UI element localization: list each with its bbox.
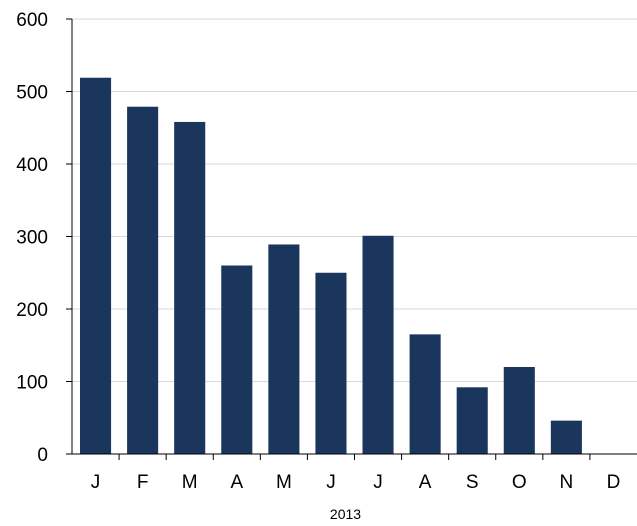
bars [80,77,582,454]
x-tick-label: J [326,472,336,493]
bar-4 [221,265,253,454]
bar-8 [409,334,441,454]
x-tick-label: M [182,472,198,493]
y-tick-label: 0 [37,445,48,466]
x-tick-label: O [512,472,527,493]
bar-6 [315,272,347,454]
x-tick-label: A [230,472,243,493]
x-tick-label: F [137,472,149,493]
bar-11 [550,420,582,454]
x-tick-label: N [560,472,574,493]
x-tick-label: J [91,472,101,493]
x-tick-label: J [373,472,383,493]
bar-5 [268,244,300,454]
y-tick-label: 400 [16,155,48,176]
x-tick-label: S [466,472,479,493]
bar-2 [127,106,159,454]
y-tick-label: 600 [16,10,48,31]
bar-1 [80,77,112,454]
y-tick-label: 500 [16,83,48,104]
bar-3 [174,121,206,454]
x-tick-label: A [419,472,432,493]
y-tick-label: 300 [16,228,48,249]
gridlines [66,18,637,460]
y-tick-label: 200 [16,300,48,321]
y-tick-label: 100 [16,373,48,394]
bar-10 [503,367,535,454]
axes [71,19,637,455]
bar-9 [456,387,488,454]
x-tick-label: D [607,472,621,493]
x-tick-label: M [276,472,292,493]
y-tick-labels: 0 100 200 300 400 500 600 [16,10,48,466]
x-axis-title: 2013 [330,506,361,522]
bar-7 [362,235,394,454]
